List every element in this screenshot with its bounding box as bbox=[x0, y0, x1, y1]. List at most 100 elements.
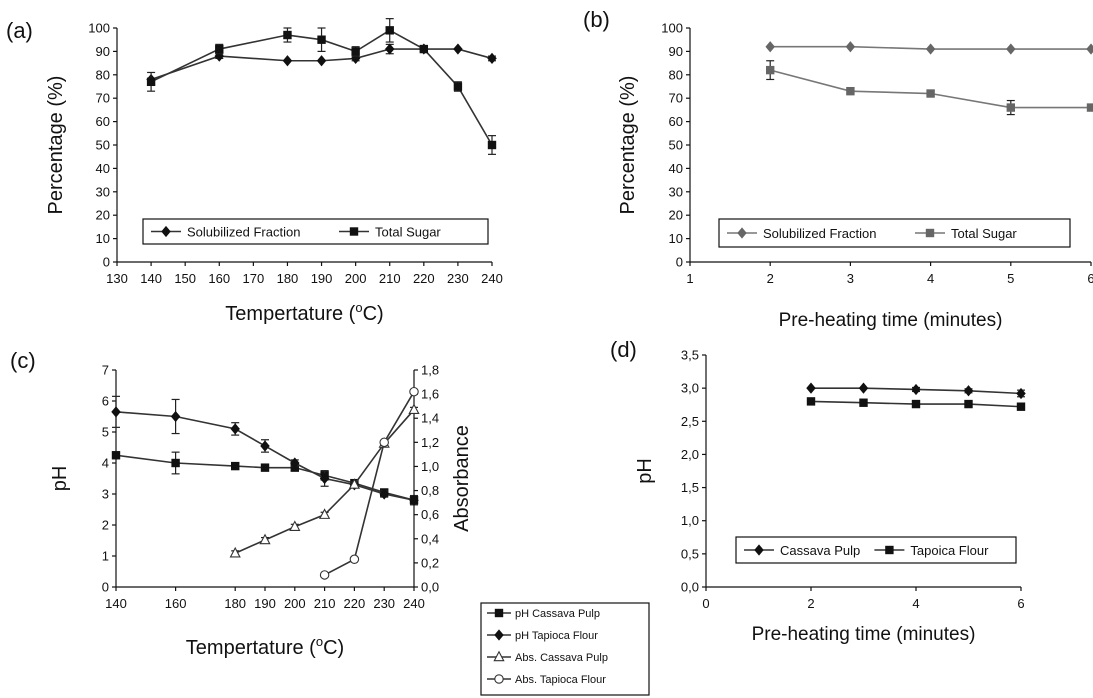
x-tick-label: 150 bbox=[174, 271, 196, 286]
legend-label: Tapoica Flour bbox=[910, 543, 989, 558]
x-tick-label: 200 bbox=[284, 596, 306, 611]
y2-tick-label: 0,6 bbox=[421, 507, 439, 522]
y-tick-label: 2 bbox=[102, 518, 109, 533]
data-point bbox=[806, 397, 816, 406]
data-point bbox=[146, 77, 156, 87]
data-point bbox=[1086, 103, 1093, 112]
x-tick-label: 2 bbox=[807, 596, 814, 611]
y-tick-label: 2,5 bbox=[681, 414, 699, 429]
x-axis-title-text: Pre-heating time (minutes) bbox=[779, 310, 1003, 331]
x-axis-title-text: Tempertature ( bbox=[225, 303, 355, 325]
y2-tick-label: 1,4 bbox=[421, 411, 439, 426]
chart-panel-a: (a) 0 10 20 30 40 50 60 70 80 90 100 130 140 150 160 170… bbox=[6, 18, 503, 325]
chart-panel-d: (d) 0,0 0,5 1,0 1,5 2,0 2,5 3,0 3,5 0 2 4 6 pH Pre-hea… bbox=[610, 337, 1026, 645]
legend-swatch-marker bbox=[161, 225, 171, 238]
legend: Solubilized Fraction Total Sugar bbox=[142, 218, 489, 245]
legend-swatch-marker bbox=[494, 674, 504, 684]
data-point bbox=[964, 399, 973, 409]
y-tick-label: 20 bbox=[96, 208, 110, 223]
legend-label: Abs. Tapioca Flour bbox=[515, 674, 606, 686]
y2-tick-label: 1,6 bbox=[421, 387, 439, 402]
data-point bbox=[845, 41, 856, 53]
y-tick-label: 0 bbox=[103, 255, 110, 270]
data-point bbox=[963, 385, 974, 397]
legend: Solubilized Fraction Total Sugar bbox=[718, 218, 1071, 248]
y-tick-label: 60 bbox=[96, 114, 110, 129]
x-tick-label: 190 bbox=[311, 271, 333, 286]
y2-tick-label: 1,2 bbox=[421, 435, 439, 450]
y-tick-label: 2,0 bbox=[681, 447, 699, 462]
data-point bbox=[1016, 387, 1026, 400]
x-tick-label: 180 bbox=[224, 596, 246, 611]
panel-label: (c) bbox=[10, 348, 36, 373]
series-tapoica-flour bbox=[806, 397, 1026, 411]
legend-label: Total Sugar bbox=[951, 226, 1017, 241]
data-point bbox=[419, 44, 429, 54]
legend: Cassava Pulp Tapoica Flour bbox=[735, 536, 1017, 564]
y-tick-label: 6 bbox=[102, 394, 109, 409]
x-tick-label: 0 bbox=[702, 596, 709, 611]
legend-swatch-marker bbox=[737, 227, 747, 239]
data-point bbox=[260, 440, 270, 452]
y-tick-label: 90 bbox=[669, 44, 683, 59]
data-point bbox=[911, 399, 921, 409]
data-point bbox=[230, 423, 240, 435]
legend-box bbox=[718, 218, 1071, 248]
x-tick-label: 130 bbox=[106, 271, 128, 286]
data-point bbox=[259, 533, 271, 545]
y-axis-title: Percentage (%) bbox=[617, 76, 639, 215]
data-point bbox=[289, 520, 301, 531]
data-point bbox=[408, 403, 420, 415]
series-total-sugar bbox=[146, 18, 497, 155]
x-tick-label: 230 bbox=[373, 596, 395, 611]
data-point bbox=[1086, 43, 1093, 55]
panel-label: (b) bbox=[583, 7, 610, 32]
y-tick-label: 0 bbox=[102, 580, 109, 595]
y-tick-label: 100 bbox=[661, 21, 683, 36]
x-axis-title: Pre-heating time (minutes) bbox=[779, 310, 1003, 331]
x-axis-title-superscript: o bbox=[316, 634, 323, 649]
y-axis-title: pH bbox=[634, 458, 656, 484]
x-tick-label: 4 bbox=[912, 596, 919, 611]
data-point bbox=[487, 140, 497, 150]
legend-swatch-marker bbox=[493, 650, 505, 662]
y-tick-label: 30 bbox=[669, 184, 683, 199]
y-tick-label: 70 bbox=[96, 91, 110, 106]
x-axis-title: Tempertature (oC) bbox=[225, 300, 383, 325]
legend-swatch-marker bbox=[494, 629, 504, 641]
legend-label: Abs. Cassava Pulp bbox=[515, 652, 608, 664]
panel-label: (d) bbox=[610, 337, 637, 362]
data-point bbox=[282, 55, 293, 67]
y-tick-label: 7 bbox=[102, 363, 109, 378]
series-abs-tapioca-flour bbox=[319, 386, 419, 580]
series-line bbox=[115, 454, 415, 501]
data-point bbox=[859, 398, 868, 407]
y-tick-label: 3,0 bbox=[681, 381, 699, 396]
data-point bbox=[487, 52, 497, 65]
legend-label: pH Tapioca Flour bbox=[515, 630, 598, 642]
legend-swatch-marker bbox=[885, 545, 894, 555]
x-tick-label: 220 bbox=[344, 596, 366, 611]
data-point bbox=[765, 41, 775, 53]
chart-panel-c: (c) 0 1 2 3 4 5 6 7 0,0 0,2 0,4 0,6 0,8 1,0 1,2 1,4 1,6 1,… bbox=[10, 348, 650, 696]
legend-label: pH Cassava Pulp bbox=[515, 608, 600, 620]
legend-label: Cassava Pulp bbox=[780, 543, 860, 558]
y-tick-label: 0,5 bbox=[681, 546, 699, 561]
x-tick-label: 160 bbox=[165, 596, 187, 611]
x-tick-label: 140 bbox=[105, 596, 127, 611]
data-point bbox=[1006, 103, 1015, 112]
y-tick-label: 40 bbox=[96, 161, 110, 176]
x-axis-title-text: Tempertature ( bbox=[186, 637, 316, 659]
series-total-sugar bbox=[766, 60, 1093, 116]
legend-label: Total Sugar bbox=[375, 225, 441, 240]
legend-box bbox=[142, 218, 489, 245]
data-point bbox=[846, 86, 855, 96]
y2-tick-label: 0,8 bbox=[421, 483, 439, 498]
x-tick-label: 180 bbox=[277, 271, 299, 286]
data-point bbox=[453, 43, 463, 55]
data-point bbox=[290, 457, 300, 469]
y-tick-label: 1 bbox=[102, 549, 109, 564]
data-point bbox=[215, 44, 224, 54]
x-tick-label: 3 bbox=[847, 271, 854, 286]
data-point bbox=[319, 472, 330, 485]
